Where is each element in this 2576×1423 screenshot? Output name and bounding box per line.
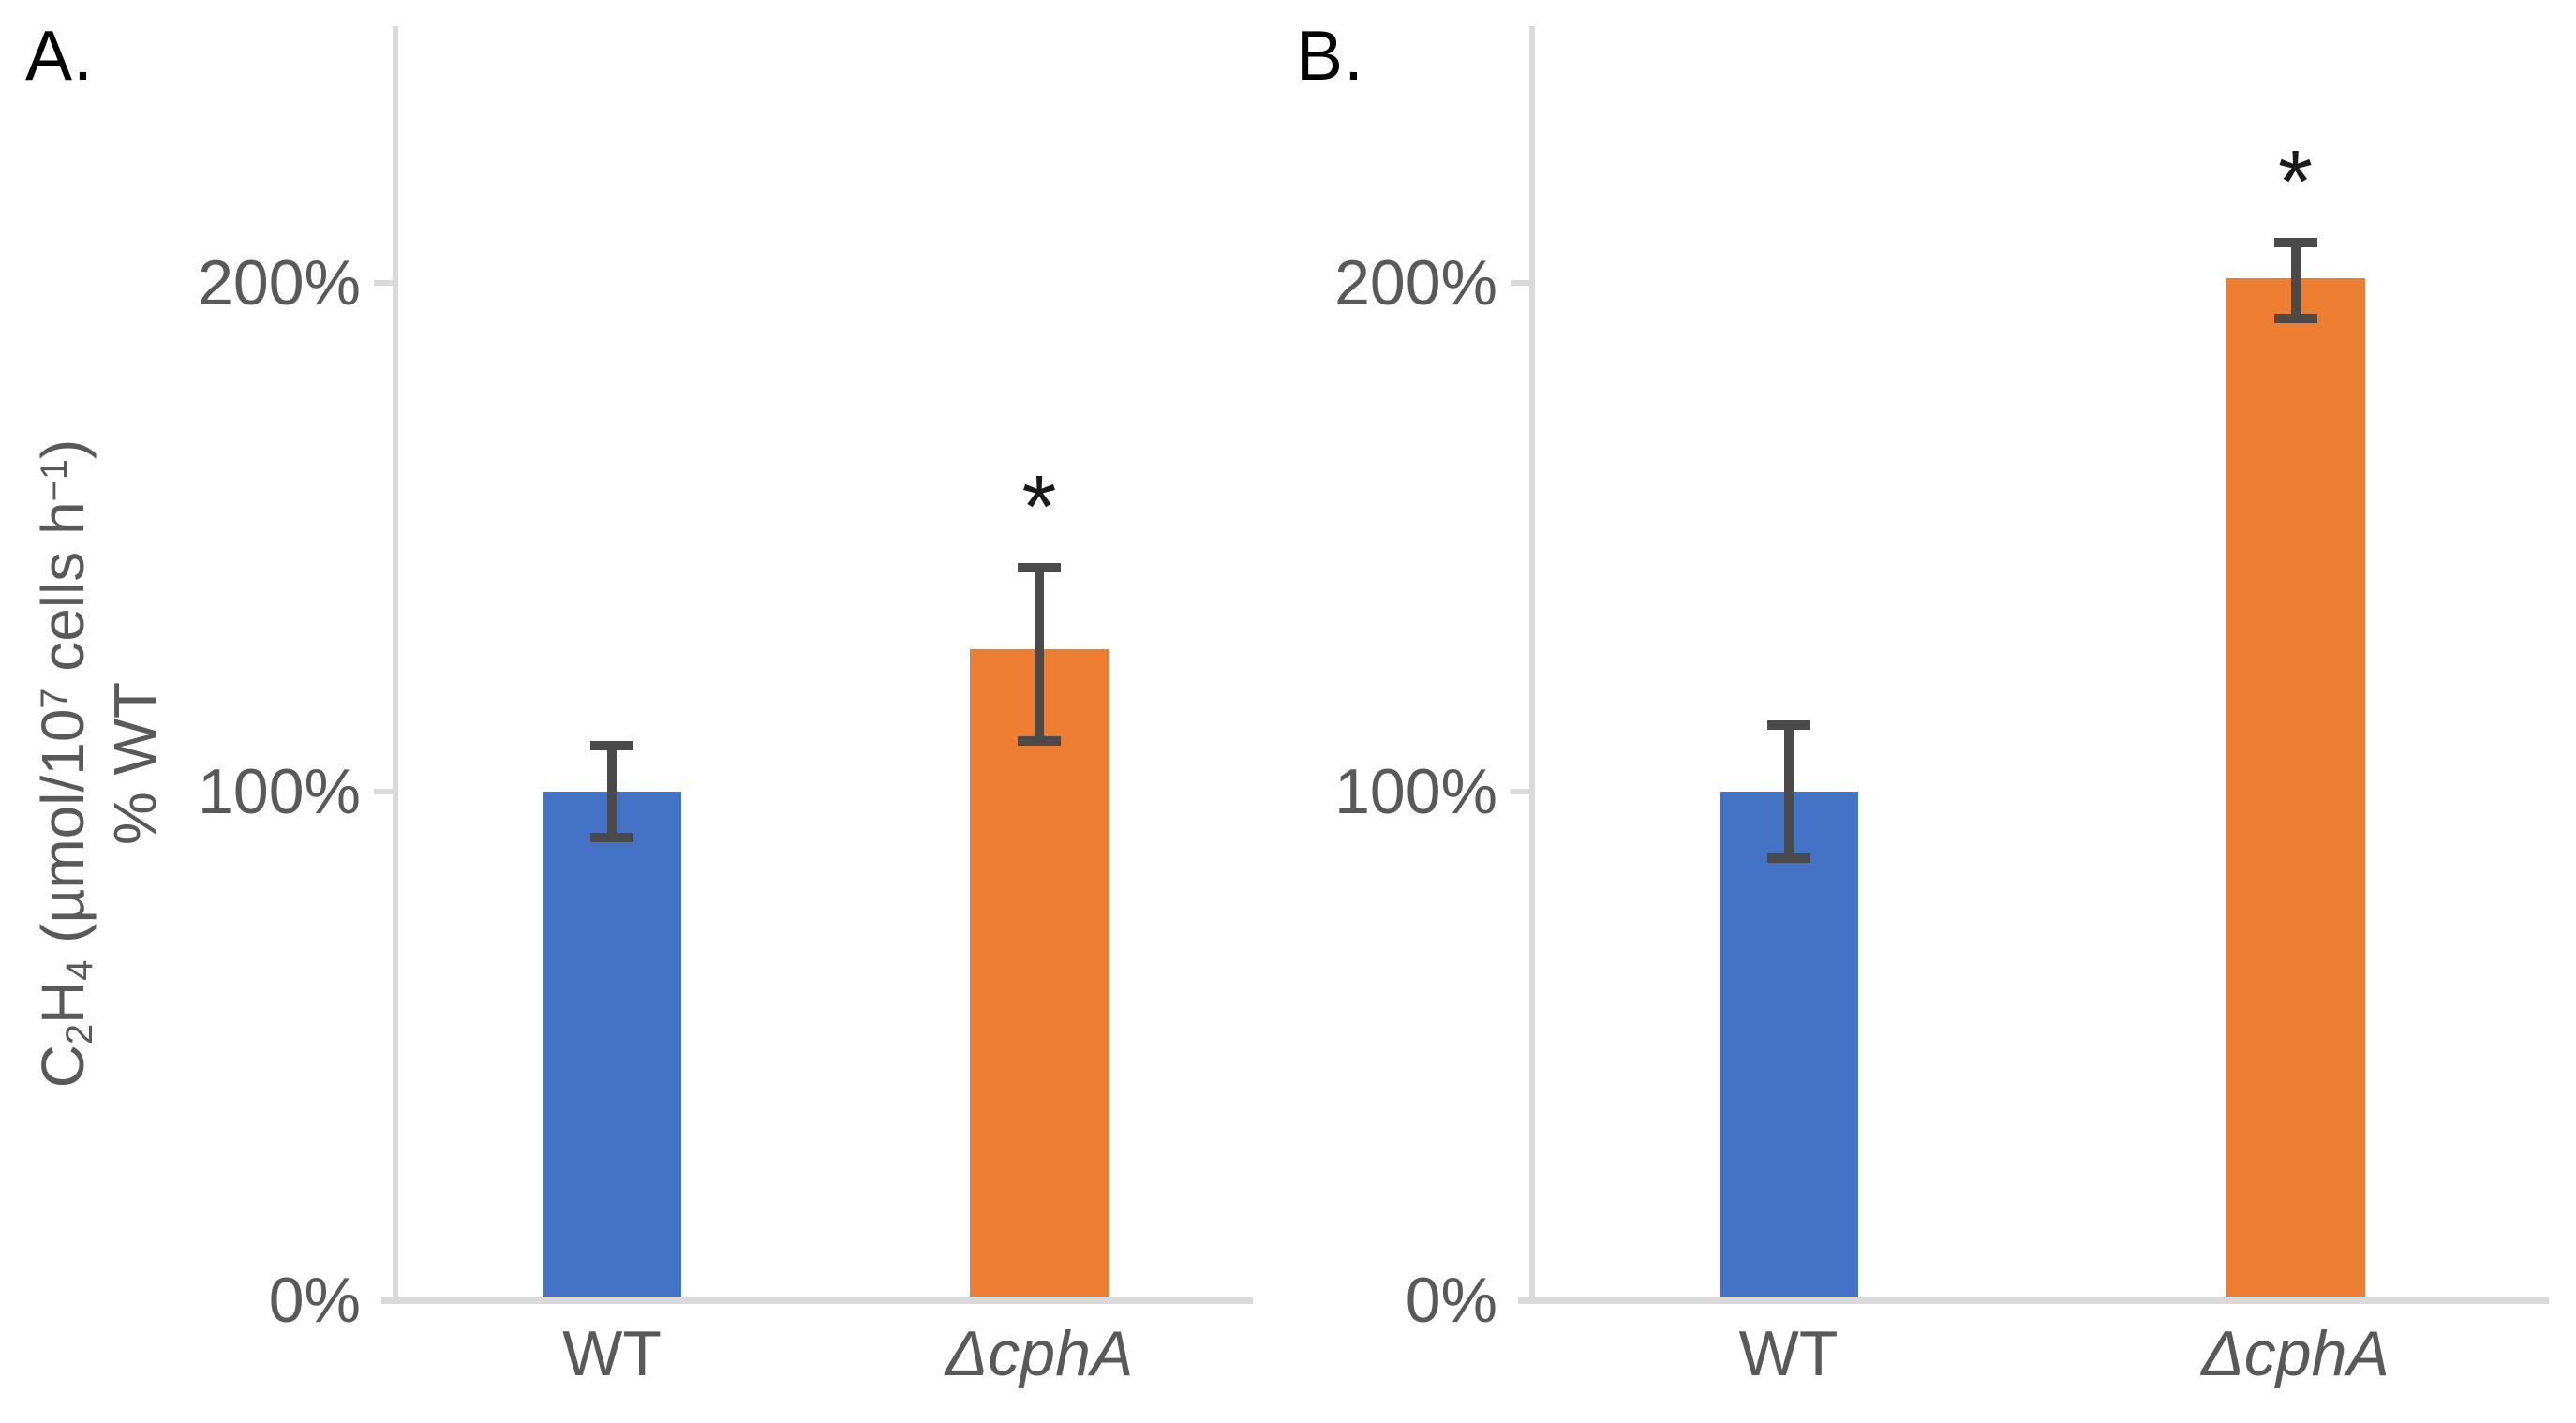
error-bar-line-cpha <box>2290 242 2301 319</box>
error-bar-cap-top-wt <box>1766 720 1810 731</box>
error-bar-cap-top-wt <box>590 741 633 751</box>
x-category-label-wt: WT <box>1738 1318 1839 1389</box>
error-bar-cap-bottom-wt <box>590 832 633 842</box>
x-category-label-cpha: ΔcphA <box>2201 1318 2390 1389</box>
x-category-label-wt: WT <box>562 1318 662 1389</box>
error-bar-line-wt <box>1783 725 1794 858</box>
x-category-label-cpha: ΔcphA <box>945 1318 1134 1389</box>
error-bar-cap-bottom-wt <box>1766 852 1810 863</box>
y-axis-line <box>1529 26 1535 1300</box>
error-bar-cap-bottom-cpha <box>1018 735 1061 746</box>
bar-wt <box>1719 792 1858 1300</box>
significance-asterisk-cpha: * <box>2278 131 2313 231</box>
y-tick-mark <box>1511 280 1529 286</box>
error-bar-line-wt <box>607 746 617 837</box>
y-tick-mark <box>374 280 393 286</box>
y-tick-mark <box>374 789 393 794</box>
error-bar-cap-top-cpha <box>2273 237 2317 247</box>
x-axis-line <box>381 1297 1253 1304</box>
bar-cpha <box>970 648 1109 1300</box>
panel-b-label: B. <box>1296 16 1364 95</box>
bar-cpha <box>2226 277 2365 1300</box>
y-tick-label: 0% <box>1405 1265 1497 1336</box>
error-bar-cap-bottom-cpha <box>2273 314 2317 323</box>
y-tick-mark <box>1511 789 1529 794</box>
significance-asterisk-cpha: * <box>1021 457 1057 557</box>
bar-wt <box>543 792 681 1300</box>
panel-a-label: A. <box>25 16 94 95</box>
x-axis-line <box>1518 1297 2549 1304</box>
y-tick-label: 100% <box>198 756 361 827</box>
error-bar-cap-top-cpha <box>1018 563 1061 573</box>
y-tick-label: 100% <box>1334 756 1497 827</box>
y-tick-label: 200% <box>1334 247 1497 319</box>
y-tick-label: 0% <box>268 1265 361 1336</box>
y-axis-line <box>393 26 398 1300</box>
error-bar-line-cpha <box>1035 568 1044 741</box>
y-tick-label: 200% <box>198 247 361 319</box>
